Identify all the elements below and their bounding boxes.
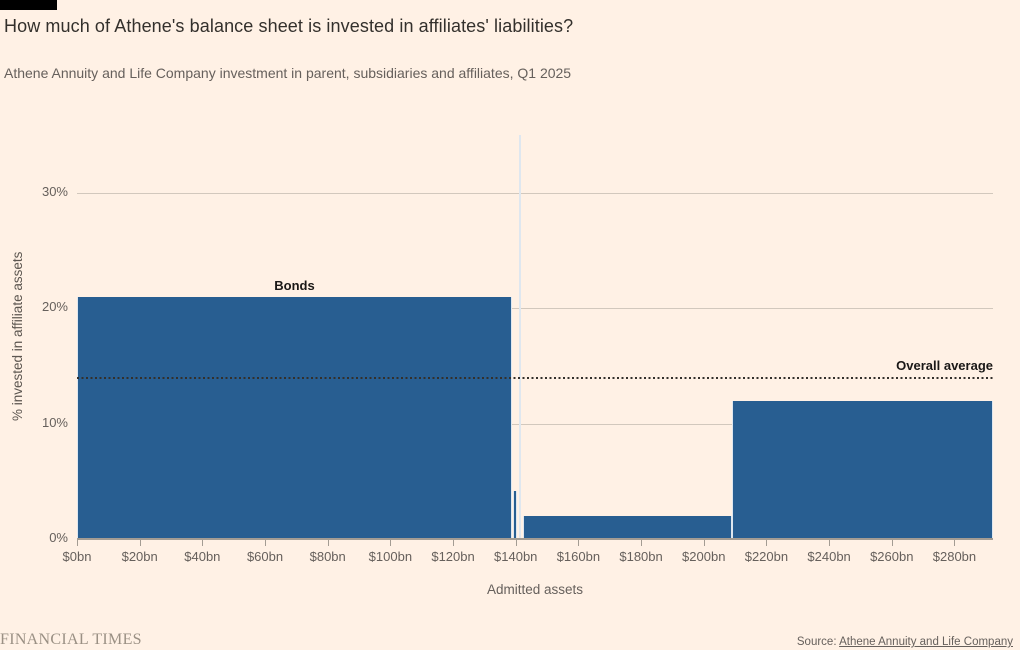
y-axis: 0% 10% 20% 30%: [0, 133, 68, 545]
x-tick-mark: [139, 540, 141, 546]
x-tick-label: $160bn: [556, 549, 601, 564]
x-tick-label: $0bn: [62, 549, 92, 564]
x-tick-mark: [829, 540, 831, 546]
x-tick-mark: [453, 540, 455, 546]
x-tick-label: $220bn: [744, 549, 789, 564]
x-tick-label: $80bn: [309, 549, 346, 564]
financial-times-logo: FINANCIAL TIMES: [0, 631, 142, 648]
x-tick-label: $180bn: [619, 549, 663, 564]
y-tick-label: 20%: [41, 299, 68, 315]
x-axis: $0bn $20bn $40bn $60bn $80bn $100bn $120bn $140…: [63, 539, 993, 579]
y-tick-label: 0%: [49, 530, 68, 545]
x-tick-mark: [265, 540, 267, 546]
x-tick-label: $120bn: [431, 549, 475, 564]
bar-segment-5: [731, 400, 993, 539]
gridline-20pct: [77, 308, 993, 310]
x-tick-label: $240bn: [807, 549, 851, 564]
y-tick-label: 10%: [41, 414, 68, 430]
x-axis-title: Admitted assets: [486, 582, 584, 597]
x-tick-label: $60bn: [246, 549, 284, 564]
plot-area: Bonds Overall average: [77, 133, 993, 540]
chart-subtitle: Athene Annuity and Life Company investme…: [4, 65, 572, 81]
gridline-30pct: [77, 192, 993, 194]
bar-label-bonds: Bonds: [274, 277, 315, 293]
ft-top-tag: [0, 0, 57, 10]
x-tick-mark: [891, 540, 893, 546]
source-line: Source: Athene Annuity and Life Company: [797, 636, 1013, 648]
gridline-10pct: [77, 423, 993, 425]
x-tick-mark: [703, 540, 705, 546]
bar-segment-4: [522, 515, 732, 539]
x-tick-label: $260bn: [870, 549, 914, 564]
x-tick-mark: [77, 540, 78, 546]
x-tick-label: $20bn: [121, 549, 158, 564]
x-tick-label: $100bn: [368, 549, 413, 564]
x-tick-mark: [202, 540, 204, 546]
y-tick-label: 30%: [41, 183, 68, 199]
average-line: [77, 376, 993, 379]
x-tick-mark: [954, 540, 956, 546]
x-tick-mark: [766, 540, 768, 546]
bar-segment-2: [513, 490, 517, 539]
x-tick-label: $200bn: [682, 549, 726, 564]
x-tick-label: $140bn: [494, 549, 538, 564]
source-prefix: Source:: [796, 636, 840, 648]
x-tick-mark: [515, 540, 517, 546]
source-link[interactable]: Athene Annuity and Life Company: [839, 636, 1013, 648]
x-tick-label: $280bn: [932, 549, 977, 564]
x-tick-mark: [578, 540, 580, 546]
average-line-label: Overall average: [896, 357, 993, 373]
page-title: How much of Athene's balance sheet is in…: [4, 16, 574, 36]
bar-segment-1: [77, 296, 512, 539]
x-tick-mark: [327, 540, 329, 546]
bar-segment-3: [518, 135, 522, 539]
x-tick-mark: [390, 540, 392, 546]
x-axis-line: [77, 538, 993, 540]
x-tick-mark: [641, 540, 643, 546]
x-tick-label: $40bn: [184, 549, 221, 564]
